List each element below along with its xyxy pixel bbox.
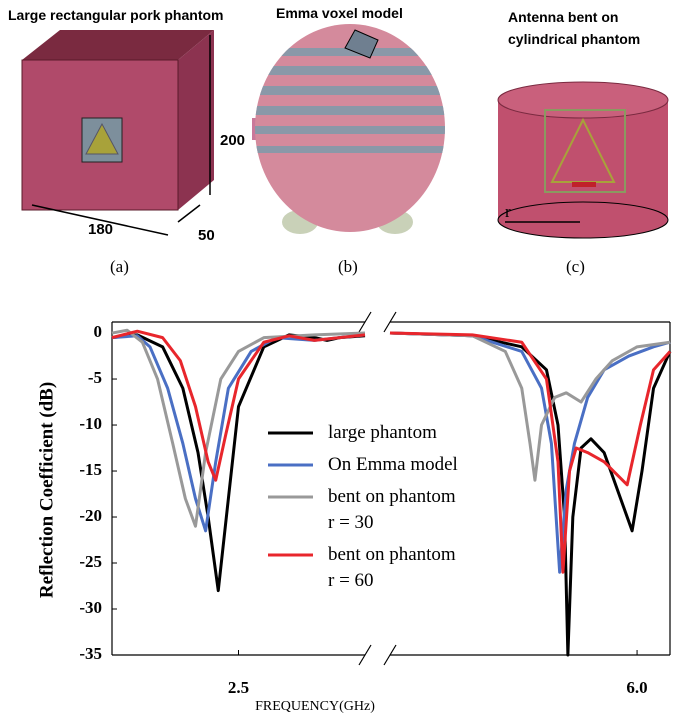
y-tick-label: -35 — [79, 644, 102, 663]
panel-title: Emma voxel model — [276, 5, 403, 21]
y-tick-label: -15 — [79, 460, 102, 479]
x-tick-label: 6.0 — [626, 678, 647, 697]
legend-entry: bent on phantom r = 60 — [268, 542, 458, 594]
legend: large phantom On Emma model bent on phanto… — [268, 420, 458, 600]
panel-label: (b) — [338, 257, 358, 276]
y-tick-label: -10 — [79, 414, 102, 433]
legend-entry: On Emma model — [268, 452, 458, 478]
radius-label: r — [505, 202, 511, 221]
panel-title: Large rectangular pork phantom — [8, 7, 223, 23]
panel-label: (a) — [110, 257, 129, 276]
legend-label: large phantom — [328, 420, 437, 446]
x-tick-label: 2.5 — [228, 678, 249, 697]
legend-entry: large phantom — [268, 420, 458, 446]
x-axis-title: FREQUENCY(GHz) — [255, 699, 375, 714]
dimension-label: 200 — [220, 132, 245, 149]
legend-swatch — [268, 484, 328, 510]
y-axis-title: Reflection Coefficient (dB) — [36, 382, 57, 598]
figure-canvas: Large rectangular pork phantom 180 200 5… — [0, 0, 683, 719]
cylinder-phantom — [498, 82, 668, 238]
figure: Large rectangular pork phantom 180 200 5… — [0, 0, 683, 719]
legend-label: bent on phantom r = 30 — [328, 484, 456, 536]
dimension-label: 50 — [198, 227, 215, 244]
y-tick-label: -5 — [88, 368, 102, 387]
legend-swatch — [268, 542, 328, 568]
emma-head — [252, 20, 445, 240]
pork-phantom — [22, 30, 214, 235]
legend-swatch — [268, 452, 328, 478]
legend-label: bent on phantom r = 60 — [328, 542, 456, 594]
panel-title: Antenna bent on cylindrical phantom — [508, 6, 640, 50]
y-tick-label: -20 — [79, 506, 102, 525]
y-tick-label: -25 — [79, 552, 102, 571]
dimension-label: 180 — [88, 221, 113, 238]
y-tick-label: 0 — [94, 322, 103, 341]
y-tick-label: -30 — [79, 598, 102, 617]
legend-swatch — [268, 420, 328, 446]
panel-label: (c) — [566, 257, 585, 276]
legend-entry: bent on phantom r = 30 — [268, 484, 458, 536]
legend-label: On Emma model — [328, 452, 458, 478]
